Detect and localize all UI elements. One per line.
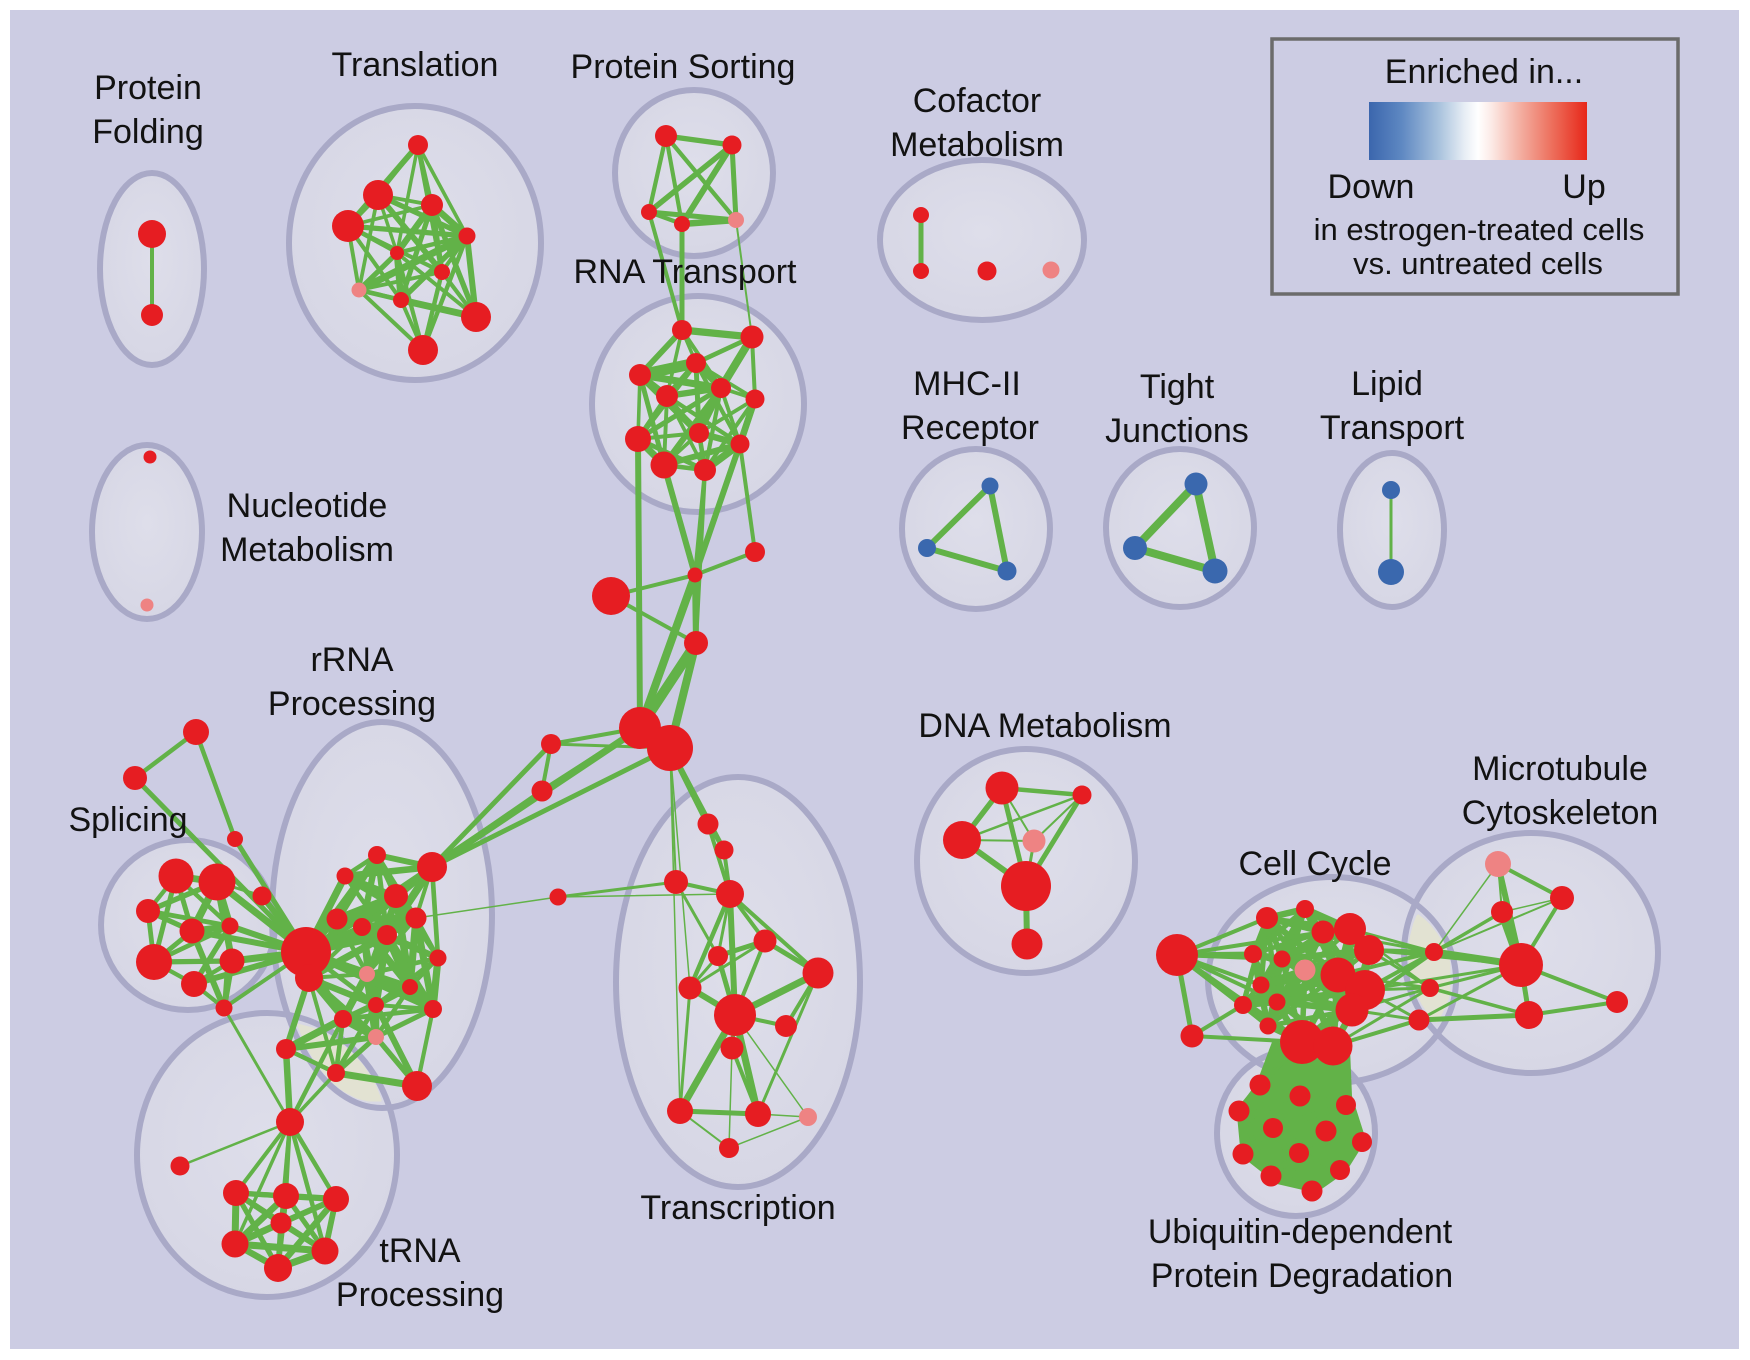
svg-text:Processing: Processing — [268, 685, 436, 723]
svg-text:Transcription: Transcription — [640, 1189, 835, 1227]
svg-text:DNA Metabolism: DNA Metabolism — [918, 707, 1171, 745]
svg-text:Enriched in...: Enriched in... — [1385, 53, 1583, 91]
svg-text:Ubiquitin-dependent: Ubiquitin-dependent — [1148, 1213, 1453, 1251]
svg-text:Folding: Folding — [92, 113, 204, 151]
svg-text:Splicing: Splicing — [68, 801, 187, 839]
svg-text:Transport: Transport — [1320, 409, 1465, 447]
svg-text:Cofactor: Cofactor — [913, 82, 1042, 120]
svg-text:Protein Degradation: Protein Degradation — [1151, 1257, 1453, 1295]
svg-text:Cell Cycle: Cell Cycle — [1238, 845, 1391, 883]
svg-text:Protein Sorting: Protein Sorting — [571, 48, 796, 86]
svg-text:Metabolism: Metabolism — [220, 531, 394, 569]
svg-text:Receptor: Receptor — [901, 409, 1039, 447]
svg-text:Processing: Processing — [336, 1276, 504, 1314]
svg-text:rRNA: rRNA — [310, 641, 393, 679]
svg-text:RNA Transport: RNA Transport — [574, 253, 798, 291]
svg-text:tRNA: tRNA — [379, 1232, 461, 1270]
svg-text:Tight: Tight — [1140, 368, 1215, 406]
svg-text:Cytoskeleton: Cytoskeleton — [1462, 794, 1659, 832]
svg-text:MHC-II: MHC-II — [913, 365, 1021, 403]
svg-text:Metabolism: Metabolism — [890, 126, 1064, 164]
svg-text:vs. untreated cells: vs. untreated cells — [1353, 246, 1603, 281]
svg-text:in estrogen-treated cells: in estrogen-treated cells — [1314, 212, 1645, 247]
svg-text:Microtubule: Microtubule — [1472, 750, 1648, 788]
svg-text:Lipid: Lipid — [1351, 365, 1423, 403]
svg-text:Up: Up — [1562, 168, 1605, 206]
svg-text:Nucleotide: Nucleotide — [227, 487, 388, 525]
svg-text:Junctions: Junctions — [1105, 412, 1249, 450]
svg-text:Down: Down — [1328, 168, 1415, 206]
svg-text:Translation: Translation — [332, 46, 499, 84]
svg-text:Protein: Protein — [94, 69, 202, 107]
